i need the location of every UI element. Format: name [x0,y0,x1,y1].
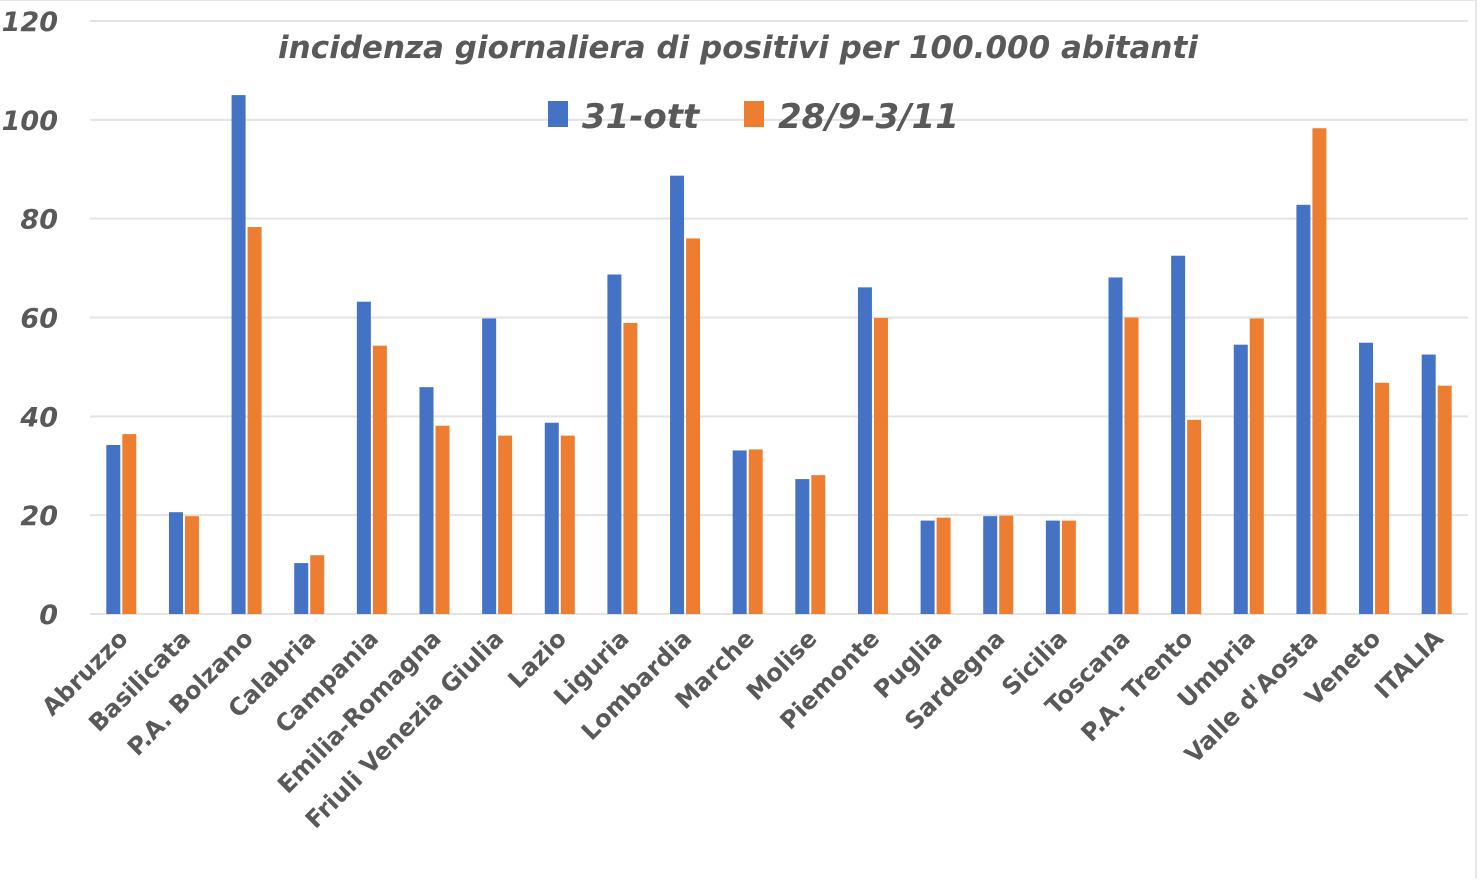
bar-series1-10 [732,450,747,614]
bar-series2-4 [372,345,387,614]
bar-series2-12 [873,317,888,614]
bar-series2-2 [247,227,262,614]
bar-series1-18 [1233,344,1248,614]
y-tick-label: 0 [39,600,58,631]
legend-swatch-28-9-3-11 [744,101,764,127]
bar-series2-7 [560,435,575,614]
bar-series2-3 [310,555,325,614]
bar-series2-14 [999,515,1014,614]
bar-series1-8 [607,274,622,614]
y-tick-label: 20 [20,501,58,532]
x-tick-label: ITALIA [1369,624,1449,704]
bar-series1-11 [795,479,810,614]
bar-series2-0 [122,434,137,614]
legend-swatch-31-ott [548,101,568,127]
bar-series2-19 [1312,128,1327,614]
y-tick-label: 40 [19,402,58,433]
bar-series1-0 [106,444,121,614]
bars [106,95,1452,614]
legend: 31-ott 28/9-3/11 [548,97,959,137]
bar-series1-19 [1296,204,1311,614]
y-tick-label: 60 [20,304,58,335]
bar-series2-6 [498,435,513,614]
bar-series2-16 [1124,317,1139,614]
bar-series1-21 [1421,354,1436,614]
bar-series2-11 [811,475,826,614]
legend-label-28-9-3-11: 28/9-3/11 [778,97,959,137]
bar-series2-15 [1061,520,1076,614]
bar-series2-20 [1375,382,1390,614]
y-tick-label: 120 [2,7,58,38]
bar-series1-12 [857,287,872,614]
y-tick-label: 80 [20,205,58,236]
bar-series1-15 [1045,520,1060,614]
y-tick-label: 100 [2,106,58,137]
legend-label-31-ott: 31-ott [582,97,701,137]
bar-series2-1 [184,516,199,614]
bar-series1-3 [294,563,309,614]
bar-series1-5 [419,387,434,614]
bar-series1-7 [544,422,559,614]
y-axis-ticks: 0 20 40 60 80 100 120 [2,7,58,631]
bar-series2-5 [435,425,450,614]
bar-series1-16 [1108,277,1123,614]
bar-series1-17 [1171,255,1186,614]
bar-series1-2 [231,95,246,614]
bar-series2-8 [623,322,638,614]
bar-series1-20 [1359,342,1374,614]
bar-series1-14 [983,516,998,614]
bar-series2-13 [936,517,951,614]
bar-series2-18 [1249,318,1264,614]
bar-series1-13 [920,520,935,614]
bar-series2-21 [1437,385,1452,614]
bar-series2-17 [1187,419,1202,614]
bar-series1-1 [168,512,183,614]
bar-series2-9 [686,238,701,614]
bar-series1-6 [482,318,497,614]
bar-series1-9 [670,175,685,614]
bar-series1-4 [356,301,371,614]
chart-title: incidenza giornaliera di positivi per 10… [278,30,1198,66]
bar-series2-10 [748,449,763,614]
